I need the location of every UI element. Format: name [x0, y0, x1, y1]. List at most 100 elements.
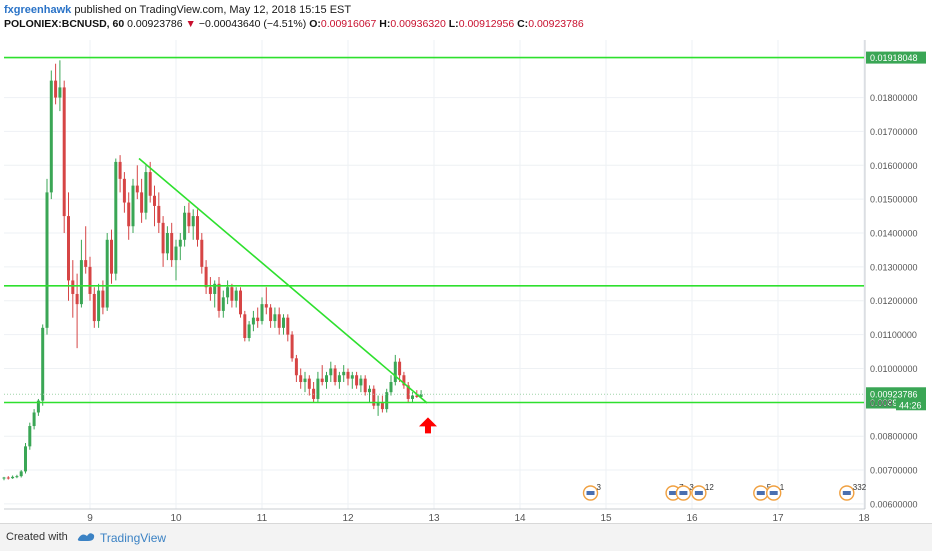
candle-up: [303, 378, 307, 383]
chart-header: fxgreenhawk published on TradingView.com…: [0, 0, 932, 34]
candle-down: [54, 80, 58, 98]
candlestick-chart[interactable]: 0.006000000.007000000.008000000.00900000…: [0, 34, 932, 523]
last-price-badge: [866, 387, 926, 400]
candle-up: [282, 317, 285, 328]
candle-down: [264, 304, 268, 308]
last-price: 0.00923786: [127, 18, 183, 30]
candle-up: [191, 216, 195, 227]
candle-up: [226, 287, 230, 298]
y-tick-label: 0.01100000: [870, 330, 917, 340]
candle-up: [350, 375, 354, 379]
candle-up: [419, 394, 423, 397]
candle-up: [178, 239, 182, 247]
flag-stripe: [586, 491, 595, 495]
y-tick-label: 0.00800000: [870, 432, 918, 442]
x-tick-label: 12: [342, 513, 354, 523]
flag-stripe: [679, 491, 688, 495]
candle-up: [15, 476, 19, 478]
created-with-text: Created with: [6, 531, 68, 543]
x-tick-label: 14: [514, 513, 526, 523]
candle-up: [385, 392, 389, 410]
descending-trend-line[interactable]: [138, 157, 428, 404]
chart-grid: [4, 40, 865, 509]
candle-down: [118, 161, 122, 179]
published-text: published on TradingView.com, May 12, 20…: [74, 4, 352, 16]
candle-down: [230, 287, 234, 301]
candle-down: [333, 368, 337, 383]
tradingview-logo-icon[interactable]: [76, 529, 96, 545]
candle-down: [243, 314, 247, 338]
price-axis[interactable]: 0.006000000.007000000.008000000.00900000…: [864, 40, 926, 509]
candle-down: [398, 361, 402, 376]
candle-down: [269, 307, 273, 322]
candle-up: [368, 388, 371, 393]
close-value: 0.00923786: [528, 18, 584, 30]
candle-up: [213, 283, 217, 294]
y-tick-label: 0.00700000: [870, 466, 918, 476]
candle-down: [122, 178, 126, 203]
candle-up: [342, 371, 346, 376]
footer-bar: Created with TradingView: [0, 523, 932, 551]
candle-down: [290, 334, 294, 359]
flag-stripe: [756, 491, 765, 495]
y-tick-label: 0.00600000: [870, 499, 918, 509]
candle-down: [127, 202, 131, 227]
candle-down: [161, 222, 165, 254]
candle-down: [110, 239, 113, 274]
x-tick-label: 15: [600, 513, 612, 523]
symbol-label: POLONIEX:BCNUSD, 60: [4, 18, 125, 30]
open-label: O:: [309, 18, 321, 30]
event-count-label: 332: [853, 483, 867, 492]
candle-up: [389, 382, 393, 393]
candle-down: [157, 205, 161, 223]
y-tick-label: 0.01000000: [870, 364, 918, 374]
candle-up: [359, 378, 363, 386]
candle-down: [67, 216, 70, 281]
y-tick-label: 0.01700000: [870, 127, 918, 137]
candle-down: [200, 239, 204, 267]
level-price-badge: [866, 51, 926, 64]
candle-down: [363, 378, 367, 393]
level-price-label: 0.01918048: [870, 53, 918, 63]
last-price-label: 0.00923786: [870, 389, 918, 399]
candle-up: [49, 80, 53, 193]
candle-up: [45, 192, 49, 328]
candle-up: [325, 375, 328, 383]
candle-up: [11, 476, 15, 479]
x-tick-label: 13: [428, 513, 440, 523]
candle-down: [75, 293, 79, 305]
y-tick-label: 0.01200000: [870, 296, 918, 306]
candle-down: [101, 290, 105, 308]
y-tick-label: 0.01800000: [870, 93, 918, 103]
candle-down: [402, 375, 406, 386]
candle-down: [415, 395, 419, 397]
candle-up: [28, 426, 32, 447]
time-axis[interactable]: 9 10 11 12 13 14 15 16 17 18: [4, 508, 870, 523]
candle-down: [406, 385, 410, 399]
candle-down: [140, 192, 144, 213]
price-change: −0.00043640 (−4.51%): [198, 18, 307, 30]
candle-up: [376, 402, 380, 406]
candle-down: [299, 375, 303, 383]
candle-up: [105, 239, 109, 308]
candle-up: [79, 260, 83, 305]
candle-up: [260, 304, 264, 322]
candle-down: [62, 87, 66, 217]
candle-down: [277, 314, 281, 328]
candle-up: [131, 185, 135, 227]
candle-down: [204, 266, 208, 288]
tradingview-brand[interactable]: TradingView: [100, 531, 167, 545]
candle-down: [380, 402, 384, 410]
candle-up: [165, 233, 169, 254]
low-value: 0.00912956: [458, 18, 515, 30]
level-price-label: 0.00899517: [870, 398, 918, 408]
y-tick-label: 0.01400000: [870, 229, 918, 239]
candle-down: [294, 358, 298, 376]
countdown-badge: [896, 399, 926, 411]
y-tick-label: 0.01500000: [870, 195, 918, 205]
x-tick-label: 16: [686, 513, 698, 523]
candle-up: [251, 317, 255, 325]
author-link[interactable]: fxgreenhawk: [4, 4, 72, 16]
candle-up: [273, 314, 277, 322]
candle-down: [148, 172, 152, 196]
